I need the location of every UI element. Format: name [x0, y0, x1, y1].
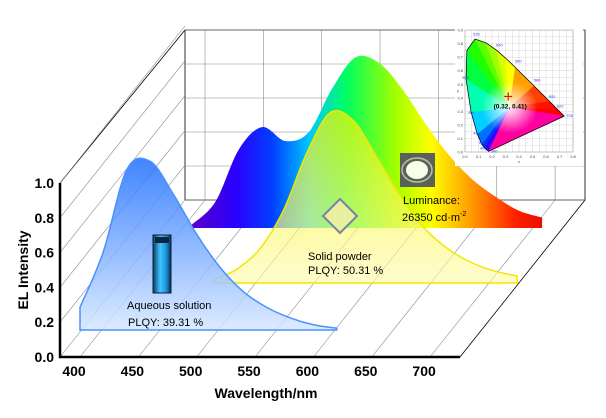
color-coordinate-label: (0.32, 0.41)	[494, 103, 527, 110]
inset-wavelength-label: 460	[480, 145, 487, 150]
floor-right-edge	[459, 199, 586, 358]
spectrum-aqueous-solution	[79, 157, 338, 331]
luminance-value: 26350 cd·m-2	[402, 211, 466, 224]
inset-wavelength-label: 600	[549, 94, 556, 99]
inset-y-tick: 0.9	[457, 28, 463, 33]
inset-wavelength-label: 560	[515, 59, 522, 64]
spectrum-solid-powder	[212, 109, 518, 284]
cuvette-image	[152, 234, 172, 294]
solid-plqy: PLQY: 50.31 %	[308, 265, 383, 277]
side-grid-line	[59, 95, 186, 253]
x-tick-label: 400	[62, 363, 86, 379]
cie-inset: 0.0 0.1 0.2 0.3 0.4 0.5 0.6 0.7 0.8 0.0 0.1 0.2 0.3 0…	[455, 24, 583, 166]
inset-y-tick: 0.5	[457, 82, 463, 87]
inset-x-tick: 0.7	[557, 154, 563, 159]
x-axis-title: Wavelength/nm	[215, 385, 318, 401]
inset-wavelength-label: 380	[491, 149, 498, 154]
inset-y-tick: 0.4	[457, 95, 463, 100]
powder-image	[321, 197, 359, 235]
inset-y-tick: 0.7	[457, 55, 463, 60]
cie-gamut	[465, 38, 565, 152]
x-tick-label: 700	[412, 363, 436, 379]
x-tick-label: 550	[237, 363, 261, 379]
inset-y-tick: 0.3	[457, 109, 463, 114]
color-coordinate-marker	[504, 92, 513, 101]
inset-wavelength-label: 520	[473, 31, 480, 36]
inset-x-tick: 0.4	[516, 154, 522, 159]
inset-y-tick: 0.1	[457, 136, 463, 141]
side-grid-line	[59, 60, 186, 218]
aqueous-label: Aqueous solution	[127, 300, 211, 312]
solid-label: Solid powder	[308, 251, 372, 263]
y-tick-label: 0.2	[35, 314, 55, 330]
inset-x-tick: 0.3	[503, 154, 509, 159]
y-tick-label: 0.0	[35, 349, 55, 365]
inset-x-label: x	[518, 159, 520, 164]
inset-y-tick: 0.6	[457, 68, 463, 73]
y-tick-labels: 0.0 0.2 0.4 0.6 0.8 1.0	[35, 175, 55, 365]
x-tick-label: 500	[179, 363, 203, 379]
left-wall-top	[59, 29, 186, 184]
inset-x-tick: 0.1	[476, 154, 482, 159]
inset-y-label: y	[457, 88, 459, 93]
x-tick-label: 650	[354, 363, 378, 379]
y-tick-label: 0.8	[35, 210, 55, 226]
side-grid-line	[59, 25, 186, 184]
series-layer	[79, 55, 543, 331]
inset-y-tick: 0.0	[457, 150, 463, 155]
y-axis-title: EL Intensity	[15, 230, 31, 309]
inset-wavelength-label: 480	[473, 130, 480, 135]
led-photo	[400, 153, 435, 187]
x-tick-labels: 400 450 500 550 600 650 700	[62, 363, 436, 379]
y-tick-label: 0.6	[35, 245, 55, 261]
inset-wavelength-label: 620	[557, 103, 564, 108]
y-tick-label: 0.4	[35, 279, 55, 295]
inset-wavelength-label: 580	[534, 78, 541, 83]
inset-x-tick: 0.2	[489, 154, 495, 159]
inset-wavelength-label: 500	[462, 75, 469, 80]
inset-y-tick: 0.8	[457, 41, 463, 46]
inset-wavelength-label: 470	[479, 140, 486, 145]
y-tick-label: 1.0	[35, 175, 55, 191]
inset-wavelength-label: 490	[468, 110, 475, 115]
x-tick-label: 450	[121, 363, 145, 379]
inset-x-tick: 0.6	[543, 154, 549, 159]
spectral-locus	[465, 38, 565, 152]
inset-x-tick: 0.0	[462, 154, 468, 159]
aqueous-plqy: PLQY: 39.31 %	[128, 317, 203, 329]
white-point-glow	[481, 81, 538, 134]
inset-wavelength-label: 700	[566, 113, 573, 118]
inset-y-tick: 0.2	[457, 122, 463, 127]
luminance-label: Luminance:	[403, 195, 460, 207]
x-tick-label: 600	[296, 363, 320, 379]
inset-x-tick: 0.5	[530, 154, 536, 159]
inset-x-tick: 0.8	[570, 154, 576, 159]
inset-wavelength-label: 540	[496, 42, 503, 47]
